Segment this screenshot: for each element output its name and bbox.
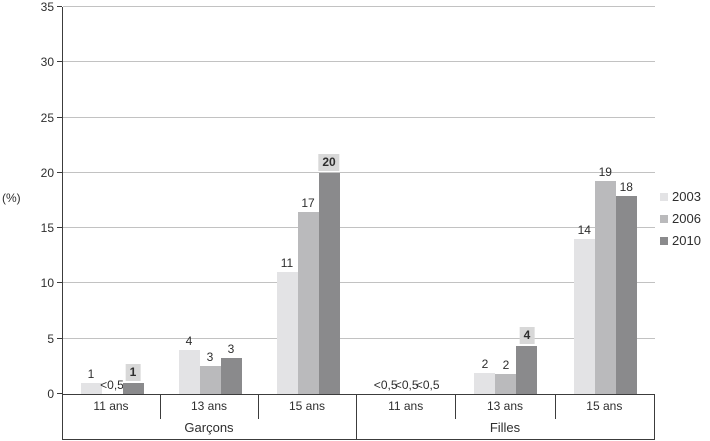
legend-label: 2006: [672, 211, 701, 226]
bar-value-label: 20: [318, 154, 340, 171]
legend-item-2006: 2006: [660, 211, 701, 226]
legend-item-2003: 2003: [660, 189, 701, 204]
bar-2010: 4: [516, 327, 538, 394]
y-axis-label: (%): [2, 191, 21, 205]
age-divider: [258, 394, 259, 419]
y-tick-label-35: 35: [40, 0, 54, 14]
bar-value-label: 3: [206, 350, 214, 364]
bar-2006: 3: [199, 351, 221, 394]
gridline-25: [63, 116, 655, 118]
bar-group-filles-11-ans: <0,5 <0,5 <0,5: [357, 7, 456, 394]
bar-value-label: 17: [301, 196, 315, 210]
table-main-divider-2: [654, 394, 655, 440]
plot-area: 1 <0,5 1 4 3 3 11 17 20 <0,5 <0,5 <0,5 2 2 4 14 19 18: [62, 6, 655, 395]
bar-2003: 2: [474, 358, 496, 394]
bar-group-garçons-11-ans: 1 <0,5 1: [63, 7, 161, 394]
age-divider: [554, 394, 556, 419]
gridline-30: [63, 61, 655, 63]
bar-value-label: 2: [481, 357, 489, 371]
bar-value-label: 19: [598, 165, 612, 179]
y-tick-mark-15: [57, 227, 62, 229]
bar-value-label: <0,5: [100, 378, 124, 392]
sex-group-label-1: Filles: [489, 420, 521, 435]
bar-value-label: 1: [125, 364, 141, 381]
legend: 2003 2006 2010: [660, 189, 701, 255]
bar-2010: 1: [122, 364, 144, 394]
bar-value-label: 4: [185, 334, 193, 348]
age-divider: [160, 394, 161, 419]
bar-2003: 4: [178, 335, 200, 394]
y-tick-label-5: 5: [47, 331, 54, 346]
y-tick-label-10: 10: [40, 276, 54, 291]
legend-swatch-icon: [660, 192, 668, 201]
table-bottom-border: [62, 439, 655, 440]
gridline-35: [63, 6, 655, 7]
bar-2003: 11: [276, 257, 298, 394]
bar-value-label: 2: [502, 358, 510, 372]
bar-2003: 1: [80, 368, 102, 394]
bar-value-label: 1: [87, 367, 95, 381]
y-tick-label-0: 0: [47, 387, 54, 401]
y-tick-label-25: 25: [40, 110, 54, 125]
legend-label: 2010: [672, 233, 701, 248]
bar-2006: 2: [495, 359, 517, 394]
age-label-garçons-13-ans: 13 ans: [190, 399, 228, 413]
y-tick-label-30: 30: [40, 55, 54, 70]
legend-swatch-icon: [660, 236, 668, 245]
bar-value-label: 11: [280, 256, 294, 270]
gridline-20: [63, 171, 655, 173]
gridline-10: [63, 282, 655, 284]
gridline-5: [63, 337, 655, 339]
bar-value-label: 3: [227, 342, 235, 356]
bar-value-label: <0,5: [394, 378, 419, 392]
y-tick-label-20: 20: [40, 165, 54, 180]
y-tick-mark-30: [57, 61, 62, 63]
bar-value-label: <0,5: [373, 378, 398, 392]
age-label-garçons-15-ans: 15 ans: [288, 399, 326, 413]
legend-item-2010: 2010: [660, 233, 701, 248]
y-tick-mark-10: [57, 282, 62, 284]
age-label-filles-11-ans: 11 ans: [388, 399, 424, 413]
legend-label: 2003: [672, 189, 701, 204]
bar-value-label: <0,5: [415, 378, 440, 392]
age-label-filles-15-ans: 15 ans: [586, 399, 623, 413]
y-tick-label-15: 15: [40, 221, 54, 236]
y-tick-mark-35: [57, 6, 62, 7]
bar-value-label: 4: [519, 327, 535, 344]
gridline-15: [63, 227, 655, 229]
bar-2010: 18: [615, 181, 637, 394]
bar-2003: 14: [573, 224, 595, 394]
age-label-filles-13-ans: 13 ans: [486, 399, 523, 413]
table-main-divider-0: [62, 394, 63, 440]
legend-swatch-icon: [660, 214, 668, 223]
table-main-divider-1: [356, 394, 357, 440]
sex-group-label-0: Garçons: [184, 420, 234, 435]
bar-2006: 19: [594, 166, 616, 394]
bar-2010: 3: [220, 343, 242, 394]
bar-group-filles-15-ans: 14 19 18: [556, 7, 655, 394]
age-divider: [455, 394, 457, 419]
bar-2006: 17: [297, 197, 319, 394]
y-tick-mark-0: [57, 393, 62, 394]
bar-value-label: 18: [619, 180, 633, 194]
bar-2010: 20: [318, 154, 340, 394]
y-tick-mark-5: [57, 337, 62, 339]
y-tick-mark-25: [57, 116, 62, 118]
bar-group-garçons-15-ans: 11 17 20: [259, 7, 357, 394]
y-tick-mark-20: [57, 171, 62, 173]
age-label-garçons-11-ans: 11 ans: [93, 399, 129, 413]
bar-value-label: 14: [577, 223, 591, 237]
